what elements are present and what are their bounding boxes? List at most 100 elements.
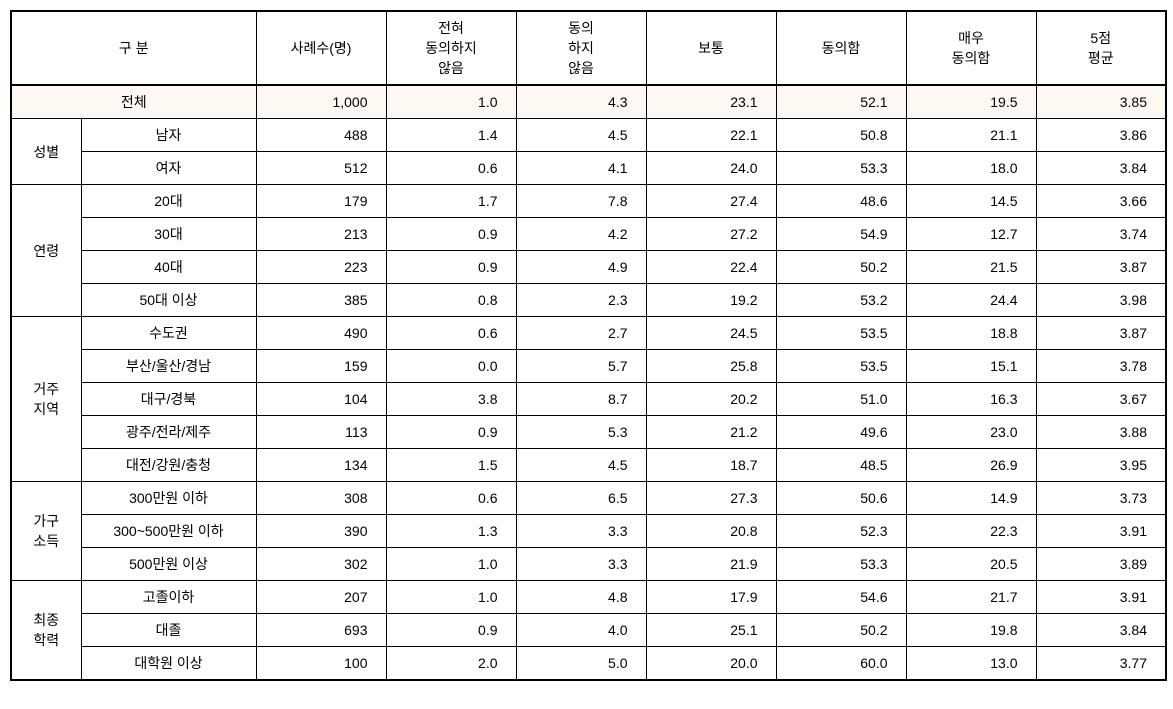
cell-v1: 2.0 bbox=[386, 647, 516, 681]
cell-v1: 0.0 bbox=[386, 350, 516, 383]
cell-v4: 51.0 bbox=[776, 383, 906, 416]
cell-sample: 104 bbox=[256, 383, 386, 416]
cell-v3: 20.2 bbox=[646, 383, 776, 416]
row-label: 대전/강원/충청 bbox=[81, 449, 256, 482]
cell-v3: 20.0 bbox=[646, 647, 776, 681]
cell-v1: 0.9 bbox=[386, 218, 516, 251]
cell-sample: 223 bbox=[256, 251, 386, 284]
cell-sample: 207 bbox=[256, 581, 386, 614]
cell-v4: 52.3 bbox=[776, 515, 906, 548]
cell-v6: 3.73 bbox=[1036, 482, 1166, 515]
cell-v5: 12.7 bbox=[906, 218, 1036, 251]
cell-v2: 8.7 bbox=[516, 383, 646, 416]
table-row: 연령20대1791.77.827.448.614.53.66 bbox=[11, 185, 1166, 218]
table-row: 30대2130.94.227.254.912.73.74 bbox=[11, 218, 1166, 251]
cell-v2: 4.5 bbox=[516, 449, 646, 482]
cell-v3: 25.1 bbox=[646, 614, 776, 647]
cell-sample: 159 bbox=[256, 350, 386, 383]
cell-v2: 2.7 bbox=[516, 317, 646, 350]
table-row: 성별남자4881.44.522.150.821.13.86 bbox=[11, 119, 1166, 152]
table-row: 대전/강원/충청1341.54.518.748.526.93.95 bbox=[11, 449, 1166, 482]
cell-v2: 4.1 bbox=[516, 152, 646, 185]
cell-v2: 5.3 bbox=[516, 416, 646, 449]
cell-v2: 4.5 bbox=[516, 119, 646, 152]
cell-v3: 25.8 bbox=[646, 350, 776, 383]
cell-v1: 0.6 bbox=[386, 317, 516, 350]
group-label: 최종 학력 bbox=[11, 581, 81, 681]
cell-v4: 50.8 bbox=[776, 119, 906, 152]
table-row: 50대 이상3850.82.319.253.224.43.98 bbox=[11, 284, 1166, 317]
cell-v1: 0.9 bbox=[386, 251, 516, 284]
cell-sample: 100 bbox=[256, 647, 386, 681]
cell-v1: 1.5 bbox=[386, 449, 516, 482]
total-v5: 19.5 bbox=[906, 85, 1036, 119]
row-label: 300만원 이하 bbox=[81, 482, 256, 515]
cell-v6: 3.77 bbox=[1036, 647, 1166, 681]
cell-v4: 54.9 bbox=[776, 218, 906, 251]
cell-v2: 4.8 bbox=[516, 581, 646, 614]
cell-sample: 488 bbox=[256, 119, 386, 152]
row-label: 40대 bbox=[81, 251, 256, 284]
cell-v3: 20.8 bbox=[646, 515, 776, 548]
cell-v5: 20.5 bbox=[906, 548, 1036, 581]
cell-v1: 0.9 bbox=[386, 614, 516, 647]
header-col4: 동의함 bbox=[776, 11, 906, 85]
total-v2: 4.3 bbox=[516, 85, 646, 119]
cell-v5: 13.0 bbox=[906, 647, 1036, 681]
group-label: 거주 지역 bbox=[11, 317, 81, 482]
total-v4: 52.1 bbox=[776, 85, 906, 119]
row-label: 20대 bbox=[81, 185, 256, 218]
cell-v5: 18.0 bbox=[906, 152, 1036, 185]
cell-v2: 4.2 bbox=[516, 218, 646, 251]
cell-v5: 16.3 bbox=[906, 383, 1036, 416]
cell-v4: 53.3 bbox=[776, 152, 906, 185]
cell-v2: 4.9 bbox=[516, 251, 646, 284]
total-v1: 1.0 bbox=[386, 85, 516, 119]
cell-v5: 19.8 bbox=[906, 614, 1036, 647]
cell-v1: 1.3 bbox=[386, 515, 516, 548]
group-label: 연령 bbox=[11, 185, 81, 317]
row-label: 수도권 bbox=[81, 317, 256, 350]
survey-table: 구 분 사례수(명) 전혀 동의하지 않음 동의 하지 않음 보통 동의함 매우… bbox=[10, 10, 1167, 681]
cell-v1: 0.9 bbox=[386, 416, 516, 449]
cell-v2: 7.8 bbox=[516, 185, 646, 218]
cell-v1: 0.6 bbox=[386, 152, 516, 185]
row-label: 광주/전라/제주 bbox=[81, 416, 256, 449]
cell-v3: 27.4 bbox=[646, 185, 776, 218]
row-label: 남자 bbox=[81, 119, 256, 152]
row-label: 대졸 bbox=[81, 614, 256, 647]
cell-sample: 213 bbox=[256, 218, 386, 251]
cell-v4: 50.6 bbox=[776, 482, 906, 515]
cell-v4: 60.0 bbox=[776, 647, 906, 681]
cell-v3: 21.2 bbox=[646, 416, 776, 449]
row-label: 50대 이상 bbox=[81, 284, 256, 317]
table-row: 대학원 이상1002.05.020.060.013.03.77 bbox=[11, 647, 1166, 681]
cell-v6: 3.78 bbox=[1036, 350, 1166, 383]
cell-v5: 21.1 bbox=[906, 119, 1036, 152]
cell-v1: 0.8 bbox=[386, 284, 516, 317]
total-label: 전체 bbox=[11, 85, 256, 119]
cell-v6: 3.84 bbox=[1036, 152, 1166, 185]
cell-v3: 22.1 bbox=[646, 119, 776, 152]
table-row: 부산/울산/경남1590.05.725.853.515.13.78 bbox=[11, 350, 1166, 383]
cell-sample: 134 bbox=[256, 449, 386, 482]
table-row: 40대2230.94.922.450.221.53.87 bbox=[11, 251, 1166, 284]
cell-v5: 26.9 bbox=[906, 449, 1036, 482]
cell-v6: 3.95 bbox=[1036, 449, 1166, 482]
cell-v5: 14.9 bbox=[906, 482, 1036, 515]
cell-v6: 3.86 bbox=[1036, 119, 1166, 152]
cell-sample: 512 bbox=[256, 152, 386, 185]
cell-sample: 308 bbox=[256, 482, 386, 515]
cell-v2: 6.5 bbox=[516, 482, 646, 515]
cell-sample: 179 bbox=[256, 185, 386, 218]
cell-v3: 24.5 bbox=[646, 317, 776, 350]
table-row: 여자5120.64.124.053.318.03.84 bbox=[11, 152, 1166, 185]
total-v3: 23.1 bbox=[646, 85, 776, 119]
cell-v6: 3.66 bbox=[1036, 185, 1166, 218]
header-col6: 5점 평균 bbox=[1036, 11, 1166, 85]
cell-v6: 3.91 bbox=[1036, 515, 1166, 548]
cell-sample: 490 bbox=[256, 317, 386, 350]
cell-v3: 22.4 bbox=[646, 251, 776, 284]
cell-v1: 3.8 bbox=[386, 383, 516, 416]
group-label: 가구 소득 bbox=[11, 482, 81, 581]
